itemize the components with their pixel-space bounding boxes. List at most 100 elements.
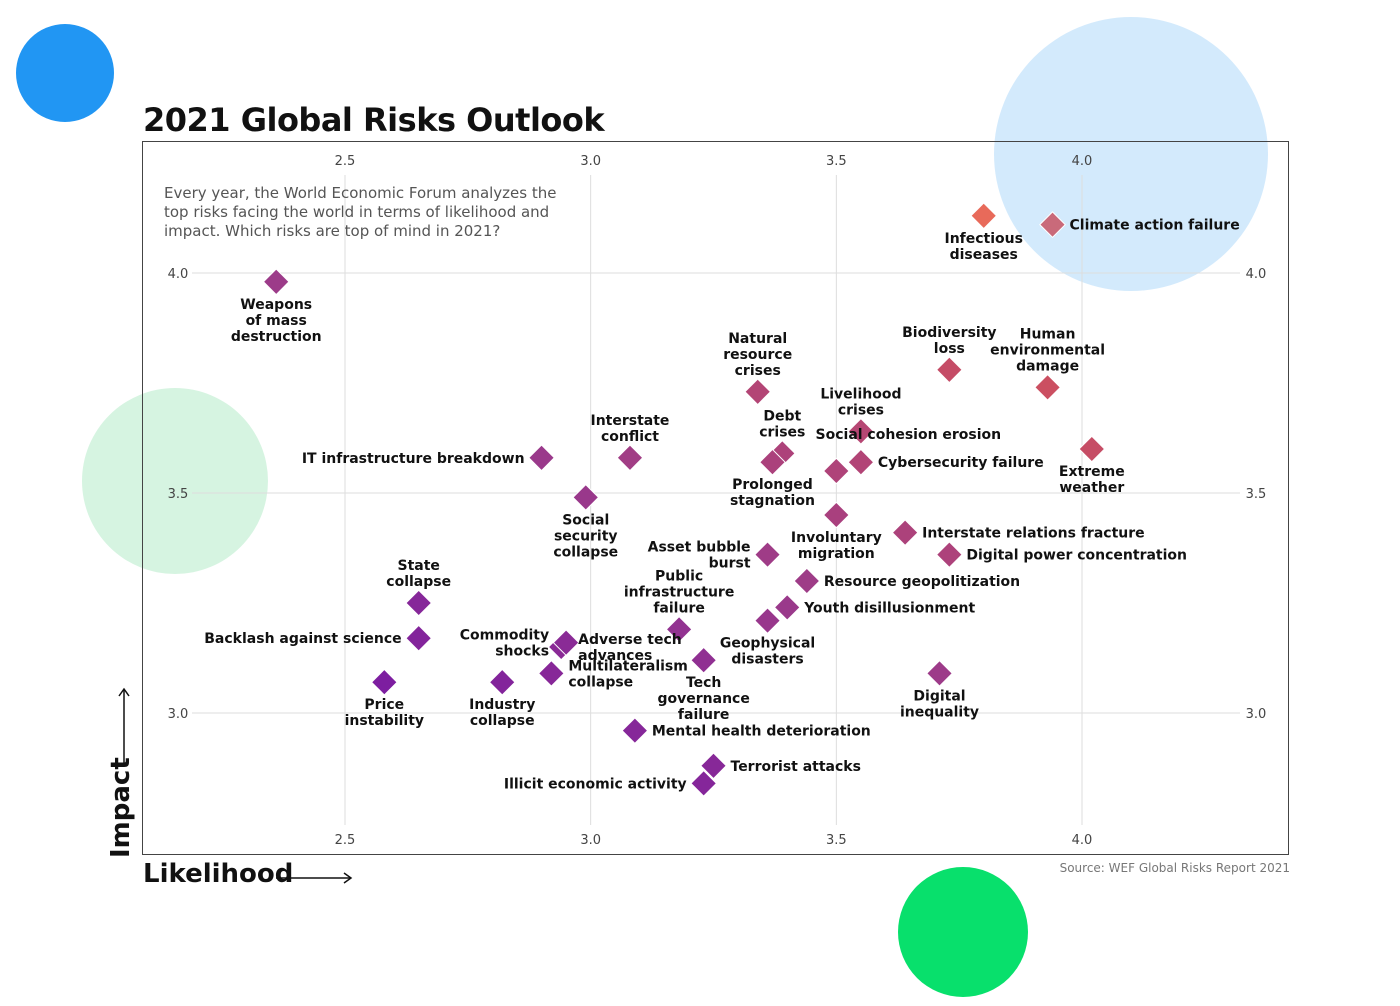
y-axis-arrow-icon: [118, 687, 130, 764]
y-tick-label-right: 3.0: [1246, 707, 1267, 722]
point-label: Geophysical disasters: [720, 636, 815, 668]
data-point[interactable]: [370, 668, 398, 696]
point-label-line: conflict: [601, 429, 659, 445]
point-label-line: inequality: [900, 704, 979, 720]
data-point[interactable]: [793, 567, 821, 595]
point-label: Interstate conflict: [591, 413, 670, 445]
data-point[interactable]: [847, 448, 875, 476]
data-point[interactable]: [528, 444, 555, 472]
point-label: Public infrastructure failure: [624, 568, 734, 616]
point-label-line: Social cohesion erosion: [816, 427, 1002, 443]
point-label-line: Infectious: [944, 231, 1022, 247]
point-label-line: weather: [1059, 480, 1124, 496]
data-point[interactable]: [744, 378, 772, 406]
data-point[interactable]: [1034, 373, 1062, 401]
decorative-bubble-light-green: [82, 388, 268, 574]
data-point[interactable]: [552, 629, 580, 657]
data-point[interactable]: [754, 607, 781, 635]
point-label-line: governance: [658, 691, 750, 707]
data-point[interactable]: [822, 501, 850, 529]
data-point[interactable]: [405, 589, 433, 617]
point-label-line: collapse: [386, 574, 451, 590]
data-point[interactable]: [935, 356, 963, 384]
y-tick-label-left: 3.0: [168, 707, 189, 722]
point-label: Weapons of mass destruction: [231, 297, 322, 345]
point-label: Resource geopolitization: [824, 574, 1020, 590]
decorative-bubble-blue: [16, 24, 114, 122]
data-point[interactable]: [665, 615, 693, 643]
point-label-line: loss: [934, 341, 965, 357]
decorative-bubble-light-blue: [994, 17, 1268, 291]
data-point[interactable]: [822, 457, 850, 485]
data-point[interactable]: [1078, 435, 1106, 463]
data-point[interactable]: [1039, 211, 1066, 239]
data-point[interactable]: [759, 448, 786, 476]
x-tick-label-bottom: 2.5: [335, 833, 356, 848]
point-label-line: crises: [735, 363, 781, 379]
data-point[interactable]: [616, 444, 644, 472]
point-label-line: environmental: [990, 342, 1105, 358]
chart-labels: Weapons of mass destruction Climate action …: [204, 218, 1239, 793]
point-label-line: Youth disillusionment: [803, 600, 975, 616]
point-label-line: destruction: [231, 329, 322, 345]
point-label-line: Asset bubble: [648, 540, 751, 556]
point-label-line: infrastructure: [624, 584, 734, 600]
point-label-line: Digital power concentration: [966, 548, 1187, 564]
point-label: IT infrastructure breakdown: [302, 451, 525, 467]
point-label: Social security collapse: [553, 512, 618, 560]
point-label-line: Backlash against science: [204, 631, 401, 647]
data-point[interactable]: [847, 417, 875, 445]
point-label: Backlash against science: [204, 631, 401, 647]
point-label-line: Mental health deterioration: [652, 724, 871, 740]
point-label: Multilateralism collapse: [568, 658, 688, 690]
point-label: Asset bubble burst: [648, 540, 751, 572]
point-label-line: Commodity: [460, 628, 549, 644]
data-point[interactable]: [690, 646, 718, 674]
data-point[interactable]: [690, 769, 718, 797]
point-label: Digital inequality: [900, 688, 979, 720]
point-label-line: crises: [759, 424, 805, 440]
data-point[interactable]: [488, 668, 516, 696]
point-label: Prolonged stagnation: [730, 477, 815, 509]
point-label-line: Price: [364, 697, 404, 713]
data-point[interactable]: [935, 541, 963, 569]
x-tick-label-top: 3.5: [826, 154, 847, 169]
data-point[interactable]: [754, 541, 781, 569]
data-point[interactable]: [891, 519, 919, 547]
x-tick-label-top: 3.0: [580, 154, 601, 169]
point-label-line: Resource geopolitization: [824, 574, 1020, 590]
point-label: Biodiversity loss: [902, 325, 996, 357]
data-point[interactable]: [621, 717, 649, 745]
data-point[interactable]: [262, 268, 290, 296]
data-point[interactable]: [926, 659, 953, 687]
y-axis-label: Impact: [106, 757, 136, 858]
point-label-line: Terrorist attacks: [731, 759, 861, 775]
point-label-line: Prolonged: [732, 477, 813, 493]
point-label-line: Extreme: [1059, 464, 1125, 480]
point-label: Price instability: [345, 697, 424, 729]
point-label-line: Digital: [913, 688, 965, 704]
point-label: Extreme weather: [1059, 464, 1125, 496]
x-tick-label-bottom: 3.5: [826, 833, 847, 848]
point-label-line: collapse: [470, 713, 535, 729]
data-point[interactable]: [773, 593, 801, 621]
x-tick-label-bottom: 3.0: [580, 833, 601, 848]
point-label: Infectious diseases: [944, 231, 1022, 263]
point-label: Industry collapse: [469, 697, 535, 729]
point-label-line: damage: [1016, 358, 1079, 374]
point-label: Interstate relations fracture: [922, 526, 1145, 542]
data-point[interactable]: [700, 752, 727, 780]
point-label-line: stagnation: [730, 493, 815, 509]
point-label-line: Involuntary: [791, 530, 882, 546]
data-point[interactable]: [572, 483, 600, 511]
chart-ticks: 2.5 2.5 3.0 3.0 3.5 3.5 4.0 4.0 3.0 3.0 3.5 3.5 4.0 4…: [168, 154, 1267, 848]
point-label: Illicit economic activity: [504, 776, 687, 792]
x-axis-label: Likelihood: [143, 859, 294, 889]
data-point[interactable]: [970, 202, 998, 230]
data-point[interactable]: [537, 659, 565, 687]
chart-grid: [192, 175, 1240, 825]
x-tick-label-bottom: 4.0: [1072, 833, 1093, 848]
data-point[interactable]: [405, 624, 433, 652]
chart-description: Every year, the World Economic Forum ana…: [164, 184, 557, 240]
